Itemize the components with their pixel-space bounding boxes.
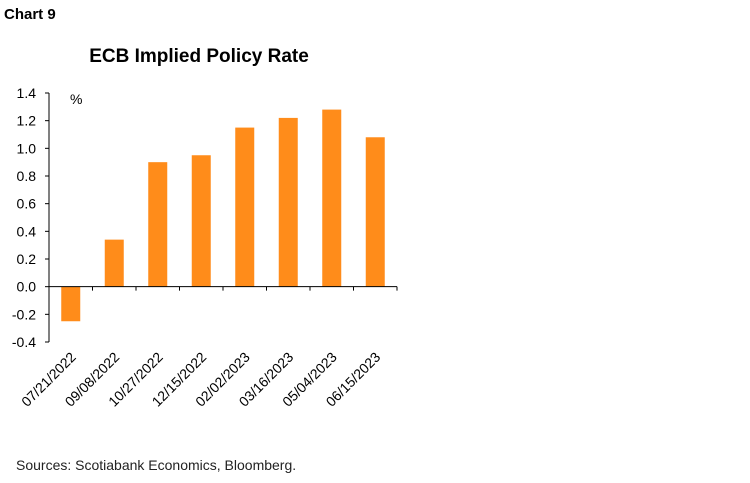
bar-series <box>61 109 385 322</box>
chart-number-label: Chart 9 <box>4 6 56 23</box>
chart-title: ECB Implied Policy Rate <box>89 46 309 67</box>
y-axis-unit-label: % <box>70 91 82 107</box>
y-tick-label: 0.4 <box>17 223 37 239</box>
y-axis-ticks: 1.4 1.2 1.0 0.8 0.6 0.4 0.2 0.0 -0.2 -0.4 <box>12 85 49 350</box>
y-tick-label: 0.0 <box>17 279 37 295</box>
bar-05-04-2023 <box>322 109 342 287</box>
y-tick-label: 1.0 <box>17 140 37 156</box>
bar-09-08-2022 <box>104 239 124 287</box>
y-tick-label: 1.4 <box>17 85 37 101</box>
y-tick-label: -0.2 <box>12 306 36 322</box>
bar-03-16-2023 <box>278 117 298 287</box>
bar-chart: ECB Implied Policy Rate % 1.4 1.2 1.0 0.8 0.… <box>12 46 398 410</box>
y-tick-label: -0.4 <box>12 334 36 350</box>
y-tick-label: 0.2 <box>17 251 37 267</box>
y-tick-label: 0.6 <box>17 196 37 212</box>
bar-10-27-2022 <box>148 162 168 287</box>
source-note: Sources: Scotiabank Economics, Bloomberg… <box>16 457 297 473</box>
bar-06-15-2023 <box>365 137 385 287</box>
bar-12-15-2022 <box>191 155 211 287</box>
y-tick-label: 0.8 <box>17 168 37 184</box>
y-tick-label: 1.2 <box>17 113 37 129</box>
bar-02-02-2023 <box>235 127 255 287</box>
bar-07-21-2022 <box>61 286 81 322</box>
